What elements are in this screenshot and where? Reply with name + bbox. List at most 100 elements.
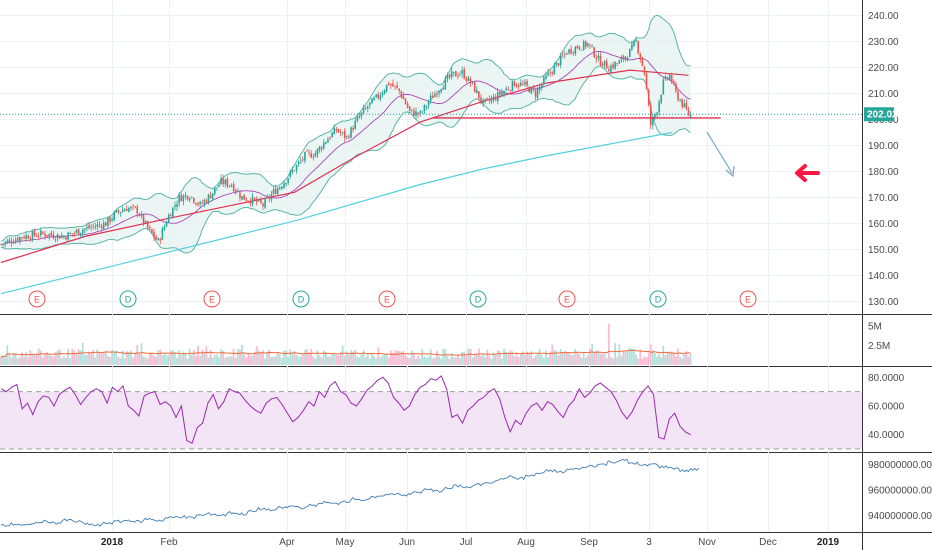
candle-body [234, 189, 237, 192]
volume-bar [467, 348, 470, 365]
candle-body [258, 199, 260, 201]
volume-bar [345, 351, 348, 365]
dividend-event-marker[interactable] [649, 290, 667, 308]
volume-bar [314, 358, 317, 365]
volume-bar [21, 352, 23, 365]
candle-body [251, 196, 254, 205]
volume-bar [83, 354, 86, 365]
volume-bar [433, 357, 436, 365]
volume-bar [524, 354, 526, 365]
dividend-event-marker[interactable] [292, 290, 310, 308]
volume-bar [201, 349, 204, 365]
candle-body [654, 114, 656, 118]
earnings-event-marker[interactable] [558, 290, 576, 308]
candle-body [4, 241, 6, 245]
trend-arrow-line[interactable] [706, 131, 733, 174]
candle-body [144, 221, 147, 223]
volume-bar [272, 356, 275, 365]
volume-bar [245, 357, 248, 365]
candle-body [161, 228, 164, 240]
volume-bar [614, 343, 617, 365]
volume-bar [27, 357, 30, 365]
volume-bar [371, 353, 373, 365]
rsi-panel[interactable] [0, 375, 862, 450]
volume-bar [563, 350, 566, 365]
candle-body [371, 98, 373, 104]
volume-bar [589, 348, 591, 365]
candle-body [75, 230, 78, 233]
candle-body [228, 185, 231, 187]
earnings-event-marker[interactable] [28, 290, 46, 308]
candle-body [216, 187, 218, 189]
volume-bar [127, 352, 130, 365]
volume-bar [180, 355, 183, 365]
volume-bar [297, 356, 300, 365]
candle-body [664, 76, 667, 80]
volume-bar [268, 349, 271, 365]
candle-body [455, 71, 457, 77]
candle-body [140, 214, 143, 216]
candle-body [645, 74, 648, 89]
candle-body [385, 84, 388, 92]
volume-bar [475, 354, 478, 365]
drawings[interactable] [706, 131, 820, 182]
candle-body [610, 65, 612, 73]
volume-bar [241, 344, 243, 365]
volume-panel[interactable] [0, 323, 692, 365]
candle-body [272, 189, 275, 194]
candle-body [419, 111, 421, 114]
obv-panel[interactable] [0, 458, 700, 527]
volume-bar [46, 352, 49, 365]
dividend-event-marker[interactable] [119, 290, 137, 308]
volume-bar [8, 353, 11, 365]
volume-bar [276, 352, 279, 365]
volume-bar [605, 358, 608, 365]
candle-body [40, 230, 42, 236]
candle-body [281, 186, 283, 189]
candle-body [77, 228, 80, 235]
x-axis-label: 2019 [817, 537, 840, 548]
candle-body [318, 146, 321, 151]
earnings-event-marker[interactable] [203, 290, 221, 308]
volume-bar [75, 353, 78, 365]
volume-bar [381, 355, 384, 365]
volume-bar [333, 352, 336, 365]
candle-body [465, 78, 468, 81]
volume-bar [306, 349, 308, 365]
volume-bar [25, 352, 28, 365]
volume-bar [48, 354, 51, 365]
candle-body [499, 92, 501, 95]
volume-bar [498, 350, 501, 365]
earnings-event-letter: E [745, 295, 751, 305]
candle-body [373, 97, 375, 100]
earnings-event-marker[interactable] [739, 290, 757, 308]
earnings-event-marker[interactable] [378, 290, 396, 308]
volume-bar [559, 349, 562, 365]
candle-body [69, 233, 71, 234]
candle-body [478, 91, 480, 99]
volume-bar [243, 353, 246, 365]
candle-body [297, 161, 300, 164]
volume-bar [408, 358, 411, 365]
candle-body [626, 58, 629, 59]
volume-bar [364, 357, 367, 365]
red-arrow-icon[interactable] [795, 164, 820, 182]
obv-axis-label: 940000000.0000 [868, 511, 932, 522]
candle-body [237, 191, 239, 193]
candle-body [159, 238, 162, 241]
volume-bar [100, 353, 103, 365]
candle-body [383, 90, 386, 94]
axes: 2018 Feb Apr May Jun Jul Aug Sep 3 Nov Dec 2019 240.… [101, 11, 932, 548]
volume-bar [580, 357, 583, 365]
volume-bar [431, 358, 434, 365]
candle-body [220, 178, 222, 185]
candle-body [2, 243, 4, 245]
volume-bar [23, 356, 25, 365]
dividend-event-marker[interactable] [469, 290, 487, 308]
volume-bar [159, 349, 162, 365]
candle-body [23, 236, 25, 239]
volume-bar [146, 358, 149, 365]
volume-bar [197, 345, 199, 365]
